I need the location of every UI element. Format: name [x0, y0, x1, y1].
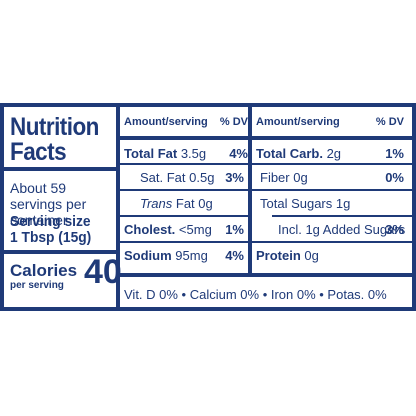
nutrient-name: Cholest. — [124, 222, 176, 237]
divider — [120, 189, 248, 191]
servings-per-container: About 59 servings per container — [10, 180, 87, 228]
nutrient-row: Trans Fat 0g — [120, 196, 268, 211]
column-header: Amount/serving % DV — [120, 115, 252, 130]
divider — [120, 136, 248, 140]
nutrient-amount: 2g — [326, 146, 342, 161]
nutrient-row: Sodium 95mg 4% — [120, 248, 248, 263]
nutrient-amount: <5mg — [178, 222, 212, 237]
nutrient-row: Sat. Fat 0.5g 3% — [120, 170, 248, 185]
nutrient-name: Total Sugars — [260, 196, 333, 211]
nutrient-row: Total Sugars 1g — [252, 196, 408, 211]
nutrient-amount: 3.5g — [180, 146, 207, 161]
nutrient-row: Cholest. <5mg 1% — [120, 222, 248, 237]
divider — [120, 163, 248, 165]
divider — [252, 136, 412, 140]
nutrient-amount: 95mg — [175, 248, 208, 263]
nutrient-amount: Fat 0g — [175, 196, 213, 211]
dv-header: % DV — [219, 116, 248, 128]
nutrient-name: Sodium — [124, 248, 172, 263]
divider — [252, 241, 412, 243]
amount-header: Amount/serving — [256, 116, 340, 128]
divider — [4, 167, 116, 171]
divider — [252, 189, 412, 191]
title-line-1: Nutrition — [10, 113, 99, 141]
column-header: Amount/serving % DV — [252, 115, 408, 130]
serving-size: Serving size 1 Tbsp (15g) — [10, 214, 108, 246]
nutrient-dv: 4% — [229, 146, 248, 161]
nutrient-name: Sat. Fat — [140, 170, 186, 185]
nutrient-dv: 1% — [225, 222, 244, 237]
nutrient-dv: 4% — [225, 248, 244, 263]
nutrient-dv: 0% — [385, 170, 404, 185]
nutrition-label: Nutrition Facts About 59 servings per co… — [0, 103, 416, 311]
nutrient-dv: 3% — [225, 170, 244, 185]
title-line-2: Facts — [10, 138, 67, 166]
nutrient-row: Protein 0g — [252, 248, 408, 263]
nutrient-name: Fiber — [260, 170, 290, 185]
nutrient-dv: 3% — [385, 222, 404, 237]
nutrient-row: Total Carb. 2g 1% — [252, 146, 408, 161]
calories-value: 40 — [84, 253, 122, 291]
divider — [252, 163, 412, 165]
divider — [120, 273, 412, 277]
serving-size-value: 1 Tbsp (15g) — [10, 229, 92, 246]
nutrient-amount: 0g — [293, 170, 308, 185]
nutrient-name: Incl. 1g Added Sugars — [278, 222, 406, 237]
nutrient-grid: Amount/serving % DV Total Fat 3.5g 4% Sa… — [120, 107, 412, 307]
vitamins-minerals: Vit. D 0% • Calcium 0% • Iron 0% • Potas… — [124, 287, 387, 302]
column-divider — [116, 107, 120, 307]
nutrient-name: Trans — [140, 196, 173, 211]
dv-header: % DV — [375, 116, 404, 128]
nutrient-row: Fiber 0g 0% — [252, 170, 408, 185]
calories-sublabel: per serving — [10, 280, 64, 291]
nutrient-row: Incl. 1g Added Sugars 3% — [252, 222, 408, 237]
divider — [120, 241, 248, 243]
nutrient-name: Total Fat — [124, 146, 178, 161]
nutrient-name: Protein — [256, 248, 301, 263]
divider — [272, 215, 412, 217]
serving-size-label: Serving size — [10, 213, 91, 230]
left-panel: Nutrition Facts About 59 servings per co… — [4, 107, 122, 307]
calories-label: Calories — [10, 261, 78, 280]
label-title: Nutrition Facts — [10, 115, 104, 165]
amount-header: Amount/serving — [124, 116, 208, 128]
nutrient-row: Total Fat 3.5g 4% — [120, 146, 252, 161]
nutrient-amount: 0.5g — [189, 170, 215, 185]
column-divider — [248, 107, 252, 273]
nutrient-amount: 0g — [304, 248, 319, 263]
divider — [120, 215, 248, 217]
nutrient-name: Total Carb. — [256, 146, 323, 161]
nutrient-amount: 1g — [335, 196, 351, 211]
nutrient-dv: 1% — [385, 146, 404, 161]
divider — [4, 250, 116, 254]
